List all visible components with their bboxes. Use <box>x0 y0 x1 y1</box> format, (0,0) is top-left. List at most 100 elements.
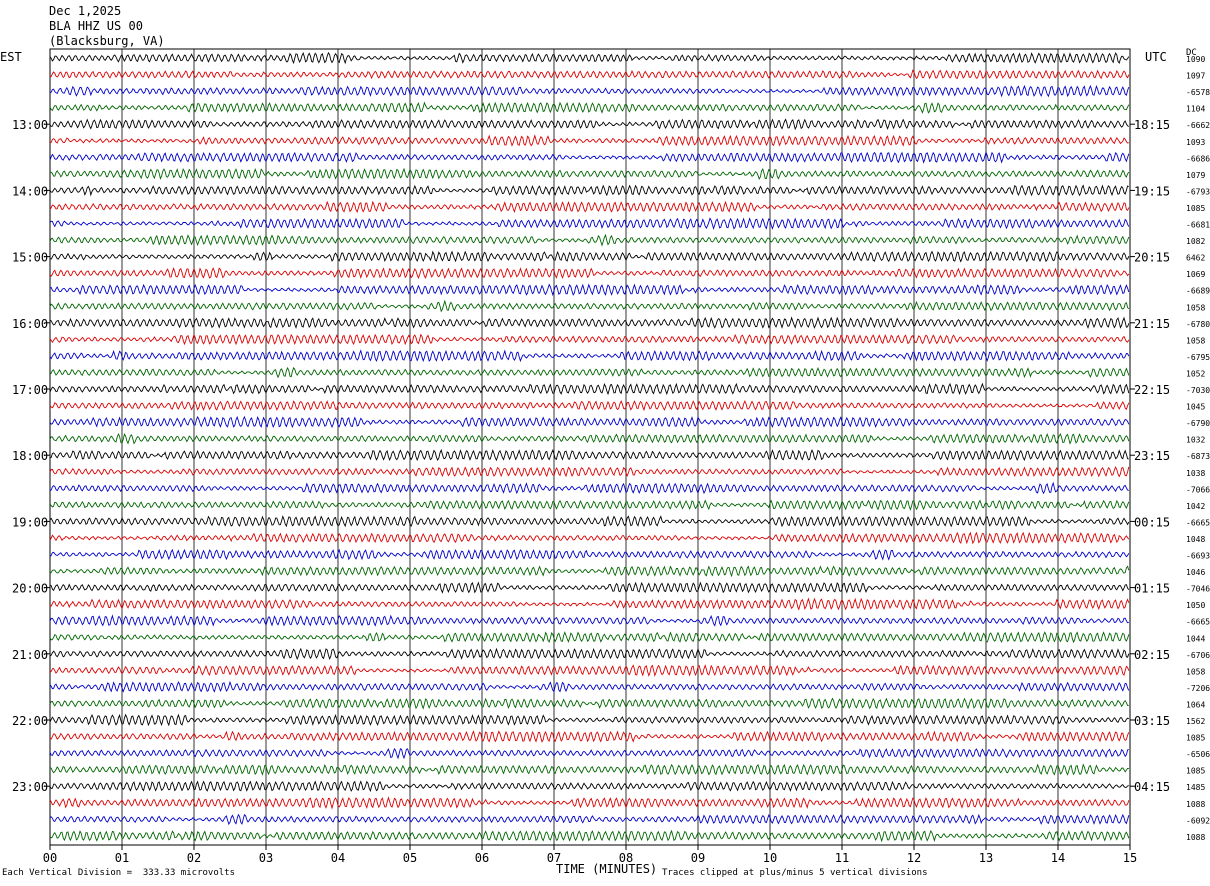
seismic-trace <box>49 84 1130 98</box>
dc-offset-label: 1088 <box>1186 800 1205 809</box>
x-tick-label: 01 <box>115 851 129 865</box>
seismic-trace <box>49 763 1129 776</box>
right-hour-label: 23:15 <box>1134 449 1170 463</box>
seismic-trace <box>49 51 1130 65</box>
right-hour-label: 20:15 <box>1134 251 1170 265</box>
dc-offset-label: 1058 <box>1186 303 1205 312</box>
seismic-trace <box>49 151 1130 164</box>
dc-offset-label: 1050 <box>1186 601 1205 610</box>
seismic-trace <box>49 101 1130 114</box>
dc-offset-label: 1032 <box>1186 436 1205 445</box>
seismic-trace <box>49 614 1129 627</box>
dc-offset-label: 1079 <box>1186 171 1205 180</box>
dc-offset-label: 1562 <box>1186 717 1205 726</box>
x-tick-label: 04 <box>331 851 345 865</box>
dc-offset-label: 1085 <box>1186 767 1205 776</box>
dc-offset-label: 6462 <box>1186 254 1205 263</box>
x-tick-label: 11 <box>835 851 849 865</box>
seismic-trace <box>49 813 1130 826</box>
x-tick-label: 03 <box>259 851 273 865</box>
dc-offset-label: -6665 <box>1186 618 1210 627</box>
dc-offset-label: -6790 <box>1186 419 1210 428</box>
x-tick-label: 05 <box>403 851 417 865</box>
dc-offset-label: -6506 <box>1186 750 1210 759</box>
dc-offset-label: 1042 <box>1186 502 1205 511</box>
seismic-trace <box>49 382 1130 396</box>
seismic-trace <box>49 299 1130 313</box>
dc-offset-label: -6662 <box>1186 121 1210 130</box>
seismic-trace <box>49 118 1130 131</box>
x-tick-label: 08 <box>619 851 633 865</box>
seismic-trace <box>49 499 1130 511</box>
seismic-trace <box>49 415 1130 429</box>
scale-note: Each Vertical Division = 333.33 microvol… <box>2 868 235 878</box>
dc-offset-label: -6578 <box>1186 88 1210 97</box>
seismic-trace <box>49 200 1130 214</box>
left-hour-label: 14:00 <box>12 184 48 198</box>
right-hour-label: 02:15 <box>1134 648 1170 662</box>
seismic-trace <box>49 565 1130 578</box>
seismic-trace <box>49 233 1130 247</box>
seismic-trace <box>50 69 1130 80</box>
x-tick-label: 00 <box>43 851 57 865</box>
plot-frame <box>49 48 1131 846</box>
seismic-trace <box>49 481 1129 495</box>
right-hour-label: 19:15 <box>1134 184 1170 198</box>
right-hour-label: 03:15 <box>1134 714 1170 728</box>
seismic-trace <box>49 597 1130 611</box>
station-location: (Blacksburg, VA) <box>49 34 165 48</box>
left-hour-label: 13:00 <box>12 118 48 132</box>
seismic-trace <box>49 647 1130 661</box>
seismic-trace <box>49 250 1130 263</box>
left-hour-label: 22:00 <box>12 714 48 728</box>
dc-offset-label: -6689 <box>1186 287 1210 296</box>
dc-offset-label: 1038 <box>1186 469 1205 478</box>
dc-offset-label: -7066 <box>1186 485 1210 494</box>
seismic-trace <box>49 548 1130 561</box>
left-hour-label: 16:00 <box>12 317 48 331</box>
seismic-trace <box>49 432 1130 445</box>
seismic-trace <box>49 366 1130 379</box>
dc-offset-label: 1097 <box>1186 72 1205 81</box>
x-tick-label: 14 <box>1051 851 1065 865</box>
dc-offset-label: 1058 <box>1186 667 1205 676</box>
dc-offset-label: 1048 <box>1186 535 1205 544</box>
seismic-trace <box>49 316 1130 330</box>
right-hour-label: 21:15 <box>1134 317 1170 331</box>
left-hour-label: 23:00 <box>12 780 48 794</box>
dc-offset-label: 1058 <box>1186 336 1205 345</box>
seismic-trace <box>49 184 1129 197</box>
seismic-trace <box>49 713 1130 727</box>
dc-offset-label: -6693 <box>1186 552 1210 561</box>
seismic-trace <box>49 796 1130 810</box>
left-hour-label: 15:00 <box>12 251 48 265</box>
seismic-trace <box>49 581 1130 594</box>
seismic-trace <box>49 531 1130 545</box>
dc-offset-label: -6665 <box>1186 518 1210 527</box>
x-tick-label: 09 <box>691 851 705 865</box>
x-tick-label: 13 <box>979 851 993 865</box>
dc-offset-label: -6793 <box>1186 187 1210 196</box>
left-hour-label: 19:00 <box>12 515 48 529</box>
dc-offset-label: 1085 <box>1186 734 1205 743</box>
seismic-trace <box>49 664 1130 677</box>
seismic-trace <box>49 333 1130 346</box>
dc-offset-label: 1485 <box>1186 783 1205 792</box>
seismic-trace <box>49 631 1130 644</box>
seismic-trace <box>49 697 1129 710</box>
right-hour-label: 01:15 <box>1134 582 1170 596</box>
dc-offset-label: -6706 <box>1186 651 1210 660</box>
x-tick-label: 06 <box>475 851 489 865</box>
dc-offset-label: 1069 <box>1186 270 1205 279</box>
x-tick-label: 10 <box>763 851 777 865</box>
right-hour-label: 18:15 <box>1134 118 1170 132</box>
dc-offset-label: 1045 <box>1186 403 1205 412</box>
station-code: BLA HHZ US 00 <box>49 19 143 33</box>
x-tick-label: 12 <box>907 851 921 865</box>
left-hour-label: 18:00 <box>12 449 48 463</box>
dc-offset-label: -6686 <box>1186 154 1210 163</box>
dc-offset-label: -6795 <box>1186 353 1210 362</box>
dc-offset-label: 1052 <box>1186 369 1205 378</box>
seismic-trace <box>49 515 1130 528</box>
